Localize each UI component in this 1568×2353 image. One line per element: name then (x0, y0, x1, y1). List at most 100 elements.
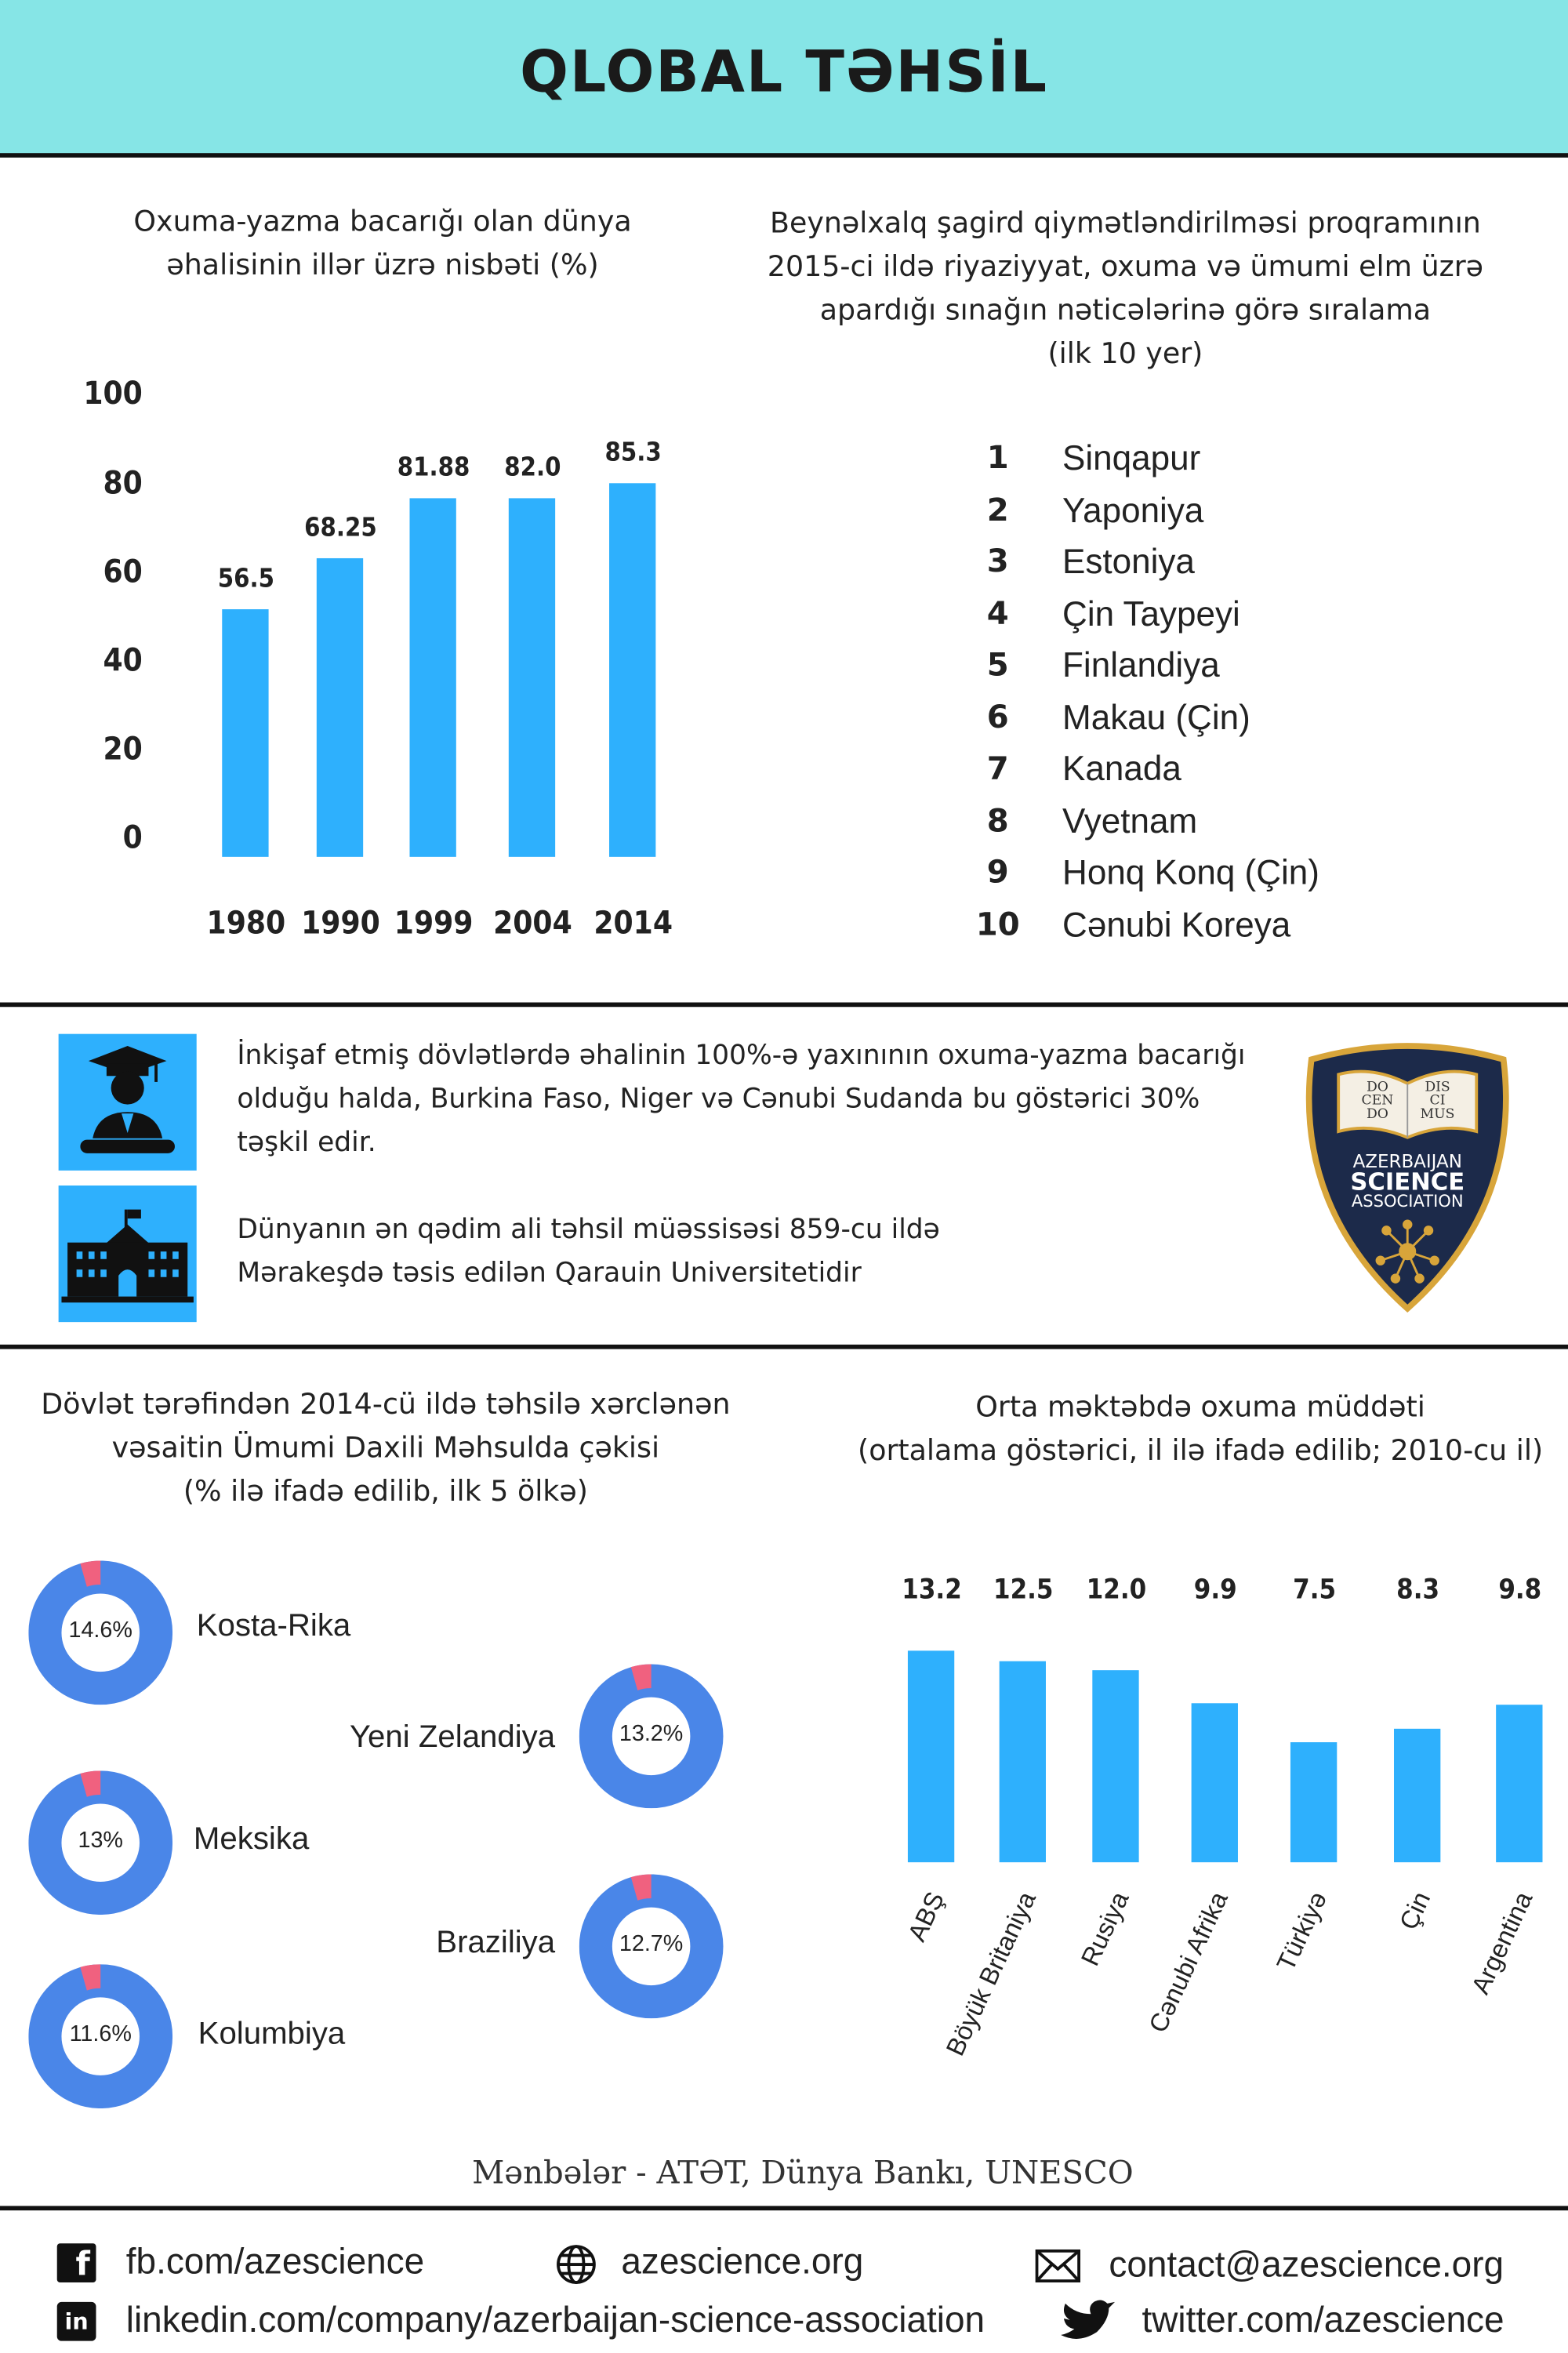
graduate-icon (78, 1045, 176, 1155)
ranking-title-line: 2015-ci ildə riyaziyyat, oxuma və ümumi … (767, 250, 1484, 284)
mail-icon (1035, 2249, 1081, 2289)
linkedin-icon[interactable]: in (56, 2301, 96, 2341)
header-band: QLOBAL TƏHSİL (0, 0, 1568, 158)
bar-1999 (409, 498, 456, 857)
bar-Böyük Britaniya (999, 1661, 1046, 1863)
divider (0, 1344, 1568, 1349)
page-title: QLOBAL TƏHSİL (520, 38, 1048, 105)
fact-line: olduğu halda, Burkina Faso, Niger və Cən… (237, 1083, 1200, 1116)
ranking-title-line: apardığı sınağın nəticələrinə görə sıral… (819, 294, 1432, 328)
schooling-chart-title: Orta məktəbdə oxuma müddəti (ortalama gö… (840, 1386, 1561, 1473)
donut-value-label: 12.7% (619, 1931, 684, 1957)
schooling-title-line: Orta məktəbdə oxuma müddəti (975, 1391, 1425, 1425)
x-tick-label: 1980 (206, 905, 286, 942)
donut-ring (28, 1770, 173, 1915)
bar-value-label: 7.5 (1293, 1574, 1337, 1606)
spending-title-line: (% ilə ifadə edilib, ilk 5 ölkə) (183, 1475, 588, 1509)
y-tick-label: 80 (103, 465, 143, 502)
rank-country: Vyetnam (1062, 801, 1198, 840)
rank-number: 7 (986, 750, 1009, 786)
bar-1990 (316, 557, 364, 857)
rank-country: Finlandiya (1062, 645, 1220, 684)
rank-country: Sinqapur (1062, 438, 1201, 477)
rank-number: 9 (986, 854, 1009, 890)
linkedin-link[interactable]: linkedin.com/company/azerbaijan-science-… (125, 2300, 985, 2341)
fact-icon-box (58, 1185, 197, 1323)
bar-value-label: 81.88 (397, 452, 470, 484)
bar-value-label: 68.25 (304, 512, 377, 543)
spending-chart-title: Dövlət tərəfindən 2014-cü ildə təhsilə x… (26, 1384, 746, 1515)
svg-text:MUS: MUS (1421, 1106, 1455, 1122)
schooling-title-line: (ortalama göstərici, il ilə ifadə edilib… (858, 1434, 1544, 1468)
bar-value-label: 9.9 (1193, 1574, 1237, 1606)
donut-value-label: 14.6% (68, 1618, 132, 1643)
donut-Kolumbiya (28, 1964, 173, 2109)
rank-country: Makau (Çin) (1062, 697, 1250, 736)
donut-accent-segment (80, 1964, 101, 1991)
donut-country-label: Meksika (193, 1821, 310, 1857)
x-tick-label: 2004 (493, 905, 572, 942)
azerbaijan-science-association-logo: DO CEN DO DIS CI MUS AZERBAIJAN SCIENCE … (1297, 1041, 1519, 1314)
bar-Türkiyə (1290, 1741, 1338, 1863)
bar-Cənubi Afrika (1191, 1703, 1238, 1863)
rank-number: 6 (986, 698, 1009, 735)
donut-accent-segment (630, 1874, 652, 1901)
x-tick-label: Argentina (1466, 1887, 1539, 1999)
svg-text:DIS: DIS (1425, 1079, 1450, 1095)
svg-text:AZERBAIJAN: AZERBAIJAN (1353, 1152, 1462, 1172)
sources: Mənbələr - ATƏT, Dünya Bankı, UNESCO (472, 2155, 1134, 2191)
rank-number: 3 (986, 543, 1009, 579)
globe-icon (555, 2243, 597, 2291)
donut-ring (28, 1560, 173, 1705)
rank-country: Çin Taypeyi (1062, 593, 1240, 633)
svg-text:DO: DO (1367, 1079, 1388, 1095)
ranking-title-line: (ilk 10 yer) (1047, 337, 1203, 371)
donut-country-label: Kolumbiya (198, 2017, 346, 2052)
svg-text:DO: DO (1367, 1106, 1388, 1122)
spending-title-line: vəsaitin Ümumi Daxili Məhsulda çəkisi (111, 1431, 660, 1465)
facebook-icon[interactable]: f (56, 2243, 96, 2284)
fact-oldest-university: Dünyanın ən qədim ali təhsil müəssisəsi … (237, 1208, 1287, 1295)
literacy-title-line: Oxuma-yazma bacarığı olan dünya (133, 205, 632, 239)
donut-accent-segment (630, 1664, 652, 1690)
bar-value-label: 8.3 (1396, 1574, 1440, 1606)
fact-line: Dünyanın ən qədim ali təhsil müəssisəsi … (237, 1214, 940, 1246)
rank-country: Kanada (1062, 749, 1181, 788)
rank-country: Cənubi Koreya (1062, 904, 1291, 943)
donut-value-label: 13% (78, 1828, 123, 1854)
bar-1980 (222, 609, 269, 857)
y-tick-label: 60 (103, 554, 143, 590)
spending-title-line: Dövlət tərəfindən 2014-cü ildə təhsilə x… (41, 1388, 731, 1422)
fact-icon-box (58, 1033, 197, 1171)
y-tick-label: 40 (103, 642, 143, 679)
donut-country-label: Braziliya (436, 1925, 556, 1960)
fact-literacy: İnkişaf etmiş dövlətlərdə əhalinin 100%-… (237, 1034, 1287, 1165)
fact-line: İnkişaf etmiş dövlətlərdə əhalinin 100%-… (237, 1040, 1246, 1072)
bar-value-label: 82.0 (504, 452, 561, 483)
divider (0, 1002, 1568, 1008)
ranking-title-line: Beynəlxalq şagird qiymətləndirilməsi pro… (770, 207, 1481, 241)
bar-value-label: 12.5 (993, 1574, 1054, 1606)
donut-Braziliya (579, 1874, 724, 2019)
fact-line: təşkil edir. (237, 1127, 376, 1159)
twitter-link[interactable]: twitter.com/azescience (1142, 2300, 1504, 2341)
donut-Yeni Zelandiya (579, 1664, 724, 1809)
facebook-link[interactable]: fb.com/azescience (125, 2242, 425, 2283)
bar-2004 (508, 497, 556, 857)
donut-accent-segment (80, 1770, 101, 1797)
x-tick-label: 1990 (301, 905, 380, 942)
bar-Çin (1394, 1729, 1441, 1863)
email-link[interactable]: contact@azescience.org (1109, 2245, 1504, 2286)
donut-value-label: 13.2% (619, 1721, 684, 1747)
donut-accent-segment (80, 1560, 101, 1587)
y-tick-label: 0 (122, 819, 143, 855)
rank-number: 4 (986, 594, 1009, 631)
fact-line: Mərakeşdə təsis edilən Qarauin Universit… (237, 1257, 862, 1290)
twitter-icon[interactable] (1058, 2299, 1118, 2350)
website-link[interactable]: azescience.org (621, 2242, 864, 2283)
svg-text:SCIENCE: SCIENCE (1350, 1169, 1465, 1196)
rank-number: 2 (986, 491, 1009, 528)
bar-value-label: 9.8 (1498, 1574, 1542, 1606)
bar-value-label: 12.0 (1086, 1574, 1147, 1606)
bar-Argentina (1496, 1705, 1543, 1863)
